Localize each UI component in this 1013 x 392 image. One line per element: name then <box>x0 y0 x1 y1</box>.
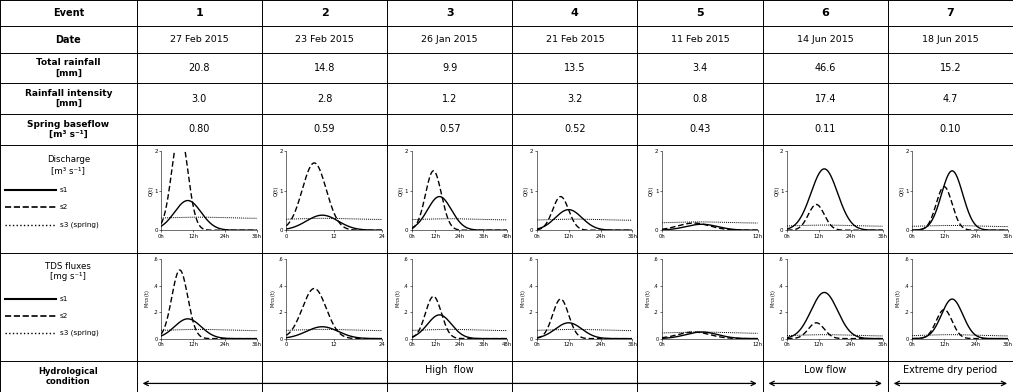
Text: Discharge: Discharge <box>47 155 90 164</box>
Text: s2: s2 <box>60 205 68 211</box>
Y-axis label: Q(t): Q(t) <box>649 185 654 196</box>
Text: s1: s1 <box>60 187 68 193</box>
Text: 14.8: 14.8 <box>314 63 335 73</box>
Text: 27 Feb 2015: 27 Feb 2015 <box>170 35 229 44</box>
Text: Date: Date <box>56 34 81 45</box>
Y-axis label: Q(t): Q(t) <box>524 185 529 196</box>
Text: 14 Jun 2015: 14 Jun 2015 <box>797 35 854 44</box>
Text: 0.80: 0.80 <box>188 124 210 134</box>
Y-axis label: M$_{TDS}$(t): M$_{TDS}$(t) <box>268 290 278 309</box>
Text: 0.43: 0.43 <box>690 124 711 134</box>
Text: 13.5: 13.5 <box>564 63 586 73</box>
Text: 0.52: 0.52 <box>564 124 586 134</box>
Text: 1: 1 <box>196 8 204 18</box>
Text: 0.11: 0.11 <box>814 124 836 134</box>
Text: Low flow: Low flow <box>804 365 847 375</box>
Text: Extreme dry period: Extreme dry period <box>904 365 998 375</box>
Text: 21 Feb 2015: 21 Feb 2015 <box>546 35 604 44</box>
Text: 0.8: 0.8 <box>693 94 708 103</box>
Text: 7: 7 <box>946 8 954 18</box>
Text: 4.7: 4.7 <box>943 94 958 103</box>
Y-axis label: Q(t): Q(t) <box>774 185 779 196</box>
Text: TDS fluxes: TDS fluxes <box>46 261 91 270</box>
Y-axis label: M$_{TDS}$(t): M$_{TDS}$(t) <box>394 290 403 309</box>
Y-axis label: Q(t): Q(t) <box>274 185 279 196</box>
Text: s3 (spring): s3 (spring) <box>60 330 98 336</box>
Text: 3: 3 <box>446 8 454 18</box>
Text: s1: s1 <box>60 296 68 301</box>
Text: 26 Jan 2015: 26 Jan 2015 <box>421 35 478 44</box>
Text: 3.4: 3.4 <box>693 63 708 73</box>
Text: Rainfall intensity
[mm]: Rainfall intensity [mm] <box>24 89 112 108</box>
Text: Total rainfall
[mm]: Total rainfall [mm] <box>36 58 100 78</box>
Text: Event: Event <box>53 8 84 18</box>
Text: 6: 6 <box>822 8 830 18</box>
Text: 3.2: 3.2 <box>567 94 582 103</box>
Text: 3.0: 3.0 <box>191 94 207 103</box>
Text: [m³ s⁻¹]: [m³ s⁻¹] <box>52 166 85 175</box>
Text: 0.57: 0.57 <box>439 124 461 134</box>
Text: 11 Feb 2015: 11 Feb 2015 <box>671 35 729 44</box>
Text: 23 Feb 2015: 23 Feb 2015 <box>295 35 354 44</box>
Text: 2.8: 2.8 <box>317 94 332 103</box>
Y-axis label: M$_{TDS}$(t): M$_{TDS}$(t) <box>644 290 653 309</box>
Text: 17.4: 17.4 <box>814 94 836 103</box>
Text: 20.8: 20.8 <box>188 63 210 73</box>
Y-axis label: Q(t): Q(t) <box>900 185 905 196</box>
Text: Hydrological
condition: Hydrological condition <box>38 367 98 387</box>
Text: 4: 4 <box>571 8 578 18</box>
Text: 1.2: 1.2 <box>442 94 458 103</box>
Y-axis label: M$_{TDS}$(t): M$_{TDS}$(t) <box>769 290 778 309</box>
Text: 46.6: 46.6 <box>814 63 836 73</box>
Text: 0.10: 0.10 <box>940 124 961 134</box>
Text: 5: 5 <box>696 8 704 18</box>
Text: 0.59: 0.59 <box>314 124 335 134</box>
Y-axis label: Q(t): Q(t) <box>399 185 404 196</box>
Text: s2: s2 <box>60 313 68 319</box>
Y-axis label: Q(t): Q(t) <box>149 185 154 196</box>
Y-axis label: M$_{TDS}$(t): M$_{TDS}$(t) <box>519 290 528 309</box>
Text: 18 Jun 2015: 18 Jun 2015 <box>922 35 979 44</box>
Y-axis label: M$_{TDS}$(t): M$_{TDS}$(t) <box>894 290 904 309</box>
Text: 2: 2 <box>321 8 328 18</box>
Text: s3 (spring): s3 (spring) <box>60 221 98 228</box>
Text: [mg s⁻¹]: [mg s⁻¹] <box>51 272 86 281</box>
Text: 9.9: 9.9 <box>442 63 457 73</box>
Text: Spring baseflow
[m³ s⁻¹]: Spring baseflow [m³ s⁻¹] <box>27 120 109 139</box>
Y-axis label: M$_{TDS}$(t): M$_{TDS}$(t) <box>144 290 152 309</box>
Text: 15.2: 15.2 <box>940 63 961 73</box>
Text: High  flow: High flow <box>425 365 474 375</box>
